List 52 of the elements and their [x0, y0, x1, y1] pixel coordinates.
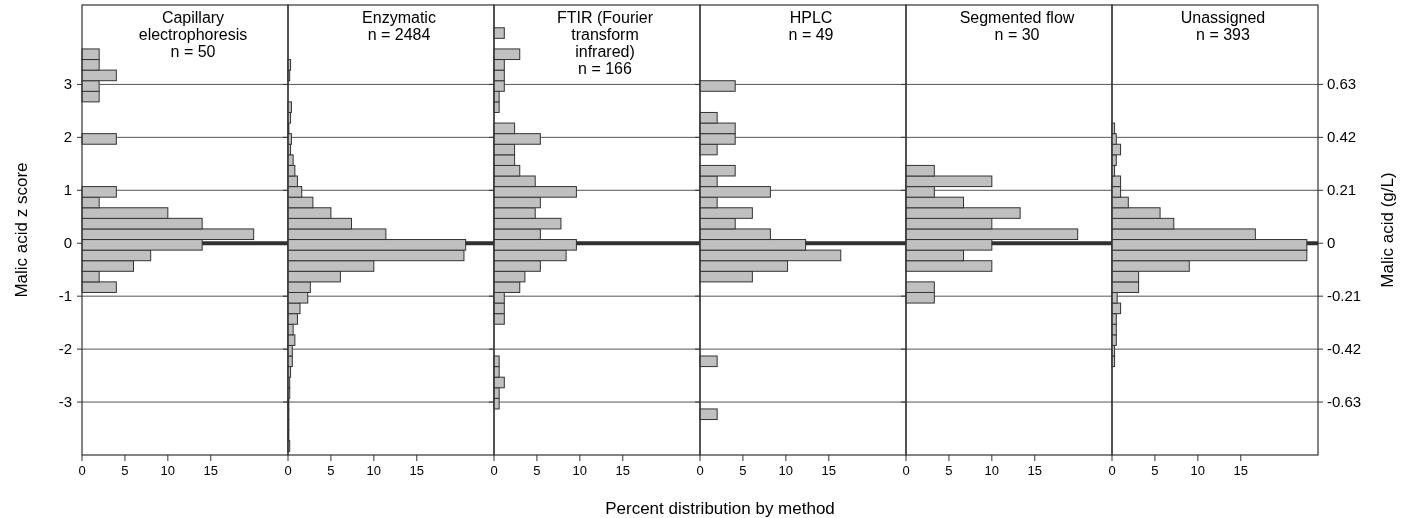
y-axis-title: Malic acid z score — [12, 162, 31, 298]
chart-title: Enzymatic — [362, 9, 436, 26]
y2-tick-label: 0.63 — [1327, 75, 1357, 93]
y-tick-label: -1 — [58, 287, 72, 305]
y-tick-label: -3 — [58, 393, 72, 411]
y2-tick-label: -0.42 — [1327, 340, 1362, 358]
text: n = 166 — [578, 60, 633, 77]
text: n = 30 — [994, 26, 1040, 43]
x-tick-label: 15 — [409, 463, 424, 478]
y2-tick-label: -0.21 — [1327, 287, 1362, 305]
x-tick-label: 0 — [284, 463, 292, 478]
y-tick-label: 0 — [63, 234, 72, 252]
x-tick-label: 0 — [902, 463, 910, 478]
x-axis-title: Percent distribution by method — [605, 499, 835, 518]
x-tick-label: 5 — [327, 463, 335, 478]
x-tick-label: 10 — [778, 463, 794, 478]
x-tick-label: 15 — [821, 463, 836, 478]
x-tick-label: 15 — [615, 463, 630, 478]
x-tick-label: 0 — [1108, 463, 1116, 478]
y-tick-label: 2 — [63, 128, 72, 146]
chart-title: HPLC — [789, 9, 833, 26]
x-tick-label: 10 — [160, 463, 176, 478]
y2-tick-label: -0.63 — [1327, 393, 1362, 411]
x-tick-label: 15 — [1233, 463, 1248, 478]
y-tick-label: -2 — [58, 340, 72, 358]
x-tick-label: 10 — [1190, 463, 1206, 478]
chart-title: Unassigned — [1180, 9, 1266, 26]
x-tick-label: 10 — [366, 463, 382, 478]
text: n = 50 — [170, 43, 216, 60]
x-tick-label: 15 — [1027, 463, 1042, 478]
x-tick-label: 5 — [945, 463, 953, 478]
x-tick-label: 15 — [203, 463, 218, 478]
x-tick-label: 0 — [490, 463, 498, 478]
y-tick-label: 3 — [63, 75, 72, 93]
text: FTIR (Fourier transform infrared) — [557, 9, 654, 60]
y-tick-label: 1 — [63, 181, 72, 199]
x-tick-label: 5 — [739, 463, 747, 478]
text: n = 2484 — [367, 26, 431, 43]
chart-title: Segmented flow — [959, 9, 1075, 26]
x-tick-label: 10 — [984, 463, 1000, 478]
text: n = 49 — [788, 26, 834, 43]
x-tick-label: 5 — [121, 463, 129, 478]
y2-tick-label: 0.42 — [1327, 128, 1357, 146]
y2-tick-label: 0.21 — [1327, 181, 1357, 199]
x-tick-label: 10 — [572, 463, 588, 478]
x-tick-label: 5 — [1151, 463, 1159, 478]
text: n = 393 — [1196, 26, 1251, 43]
y2-tick-label: 0 — [1327, 234, 1336, 252]
x-tick-label: 0 — [696, 463, 704, 478]
y2-axis-title: Malic acid (g/L) — [1378, 172, 1397, 288]
x-tick-label: 0 — [78, 463, 86, 478]
x-tick-label: 5 — [533, 463, 541, 478]
